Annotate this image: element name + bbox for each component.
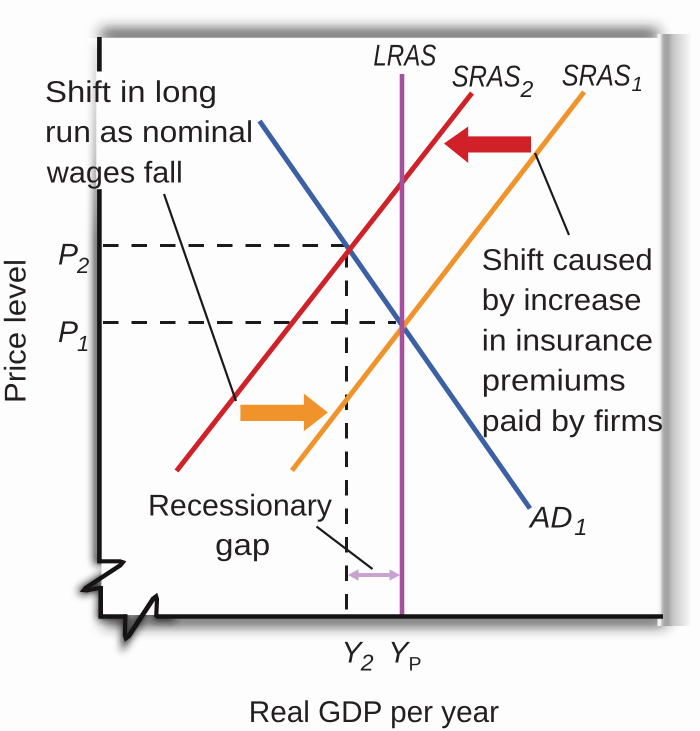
svg-text:Price level: Price level [0, 259, 33, 403]
svg-text:Shift in long: Shift in long [45, 76, 217, 109]
svg-text:P: P [58, 238, 78, 271]
svg-text:by increase: by increase [482, 284, 642, 317]
svg-text:Y: Y [342, 637, 364, 670]
svg-text:P: P [58, 316, 78, 349]
svg-text:paid by firms: paid by firms [482, 405, 663, 438]
svg-text:Recessionary: Recessionary [148, 489, 332, 522]
svg-text:Shift caused: Shift caused [482, 244, 653, 277]
svg-text:Y: Y [388, 637, 410, 670]
svg-text:SRAS: SRAS [562, 60, 631, 93]
svg-text:Real GDP per year: Real GDP per year [249, 696, 499, 729]
svg-text:1: 1 [632, 73, 643, 96]
svg-text:LRAS: LRAS [373, 39, 436, 72]
svg-text:run as nominal: run as nominal [45, 116, 253, 149]
svg-text:2: 2 [360, 650, 374, 676]
svg-text:2: 2 [76, 253, 89, 278]
svg-text:AD: AD [528, 502, 573, 535]
svg-text:wages fall: wages fall [46, 156, 183, 189]
svg-text:in insurance: in insurance [482, 324, 653, 357]
svg-text:SRAS: SRAS [452, 61, 521, 94]
svg-text:P: P [409, 654, 422, 676]
svg-text:1: 1 [574, 514, 587, 540]
svg-text:gap: gap [215, 529, 270, 562]
svg-text:1: 1 [77, 331, 89, 356]
svg-text:2: 2 [520, 76, 534, 102]
svg-text:premiums: premiums [482, 365, 626, 398]
